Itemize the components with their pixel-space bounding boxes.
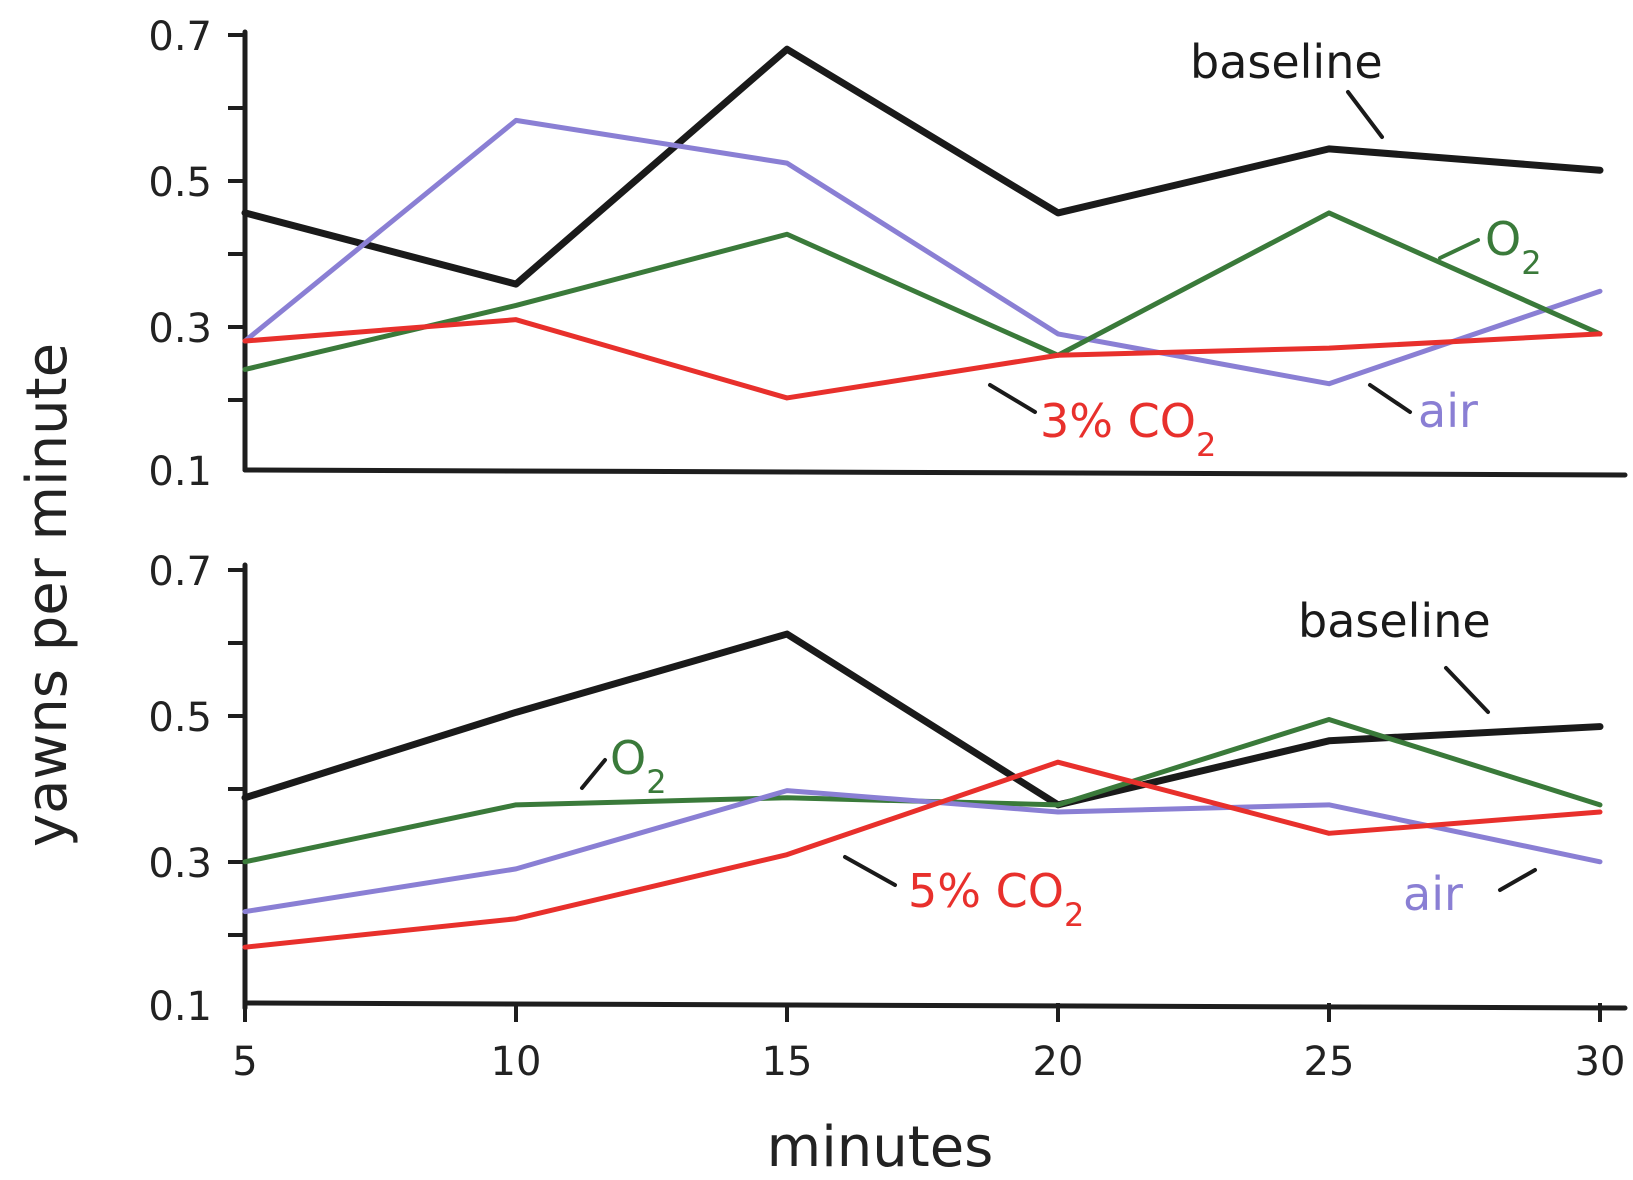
bottom-y-tick-label: 0.5 xyxy=(148,695,212,741)
top-y-tick-label: 0.7 xyxy=(148,14,212,60)
bottom-leader-o2 xyxy=(580,758,607,790)
bottom-x-ticks: 5 10 15 20 25 30 xyxy=(232,1003,1625,1085)
bottom-leader-co2 xyxy=(843,855,897,887)
bottom-series-line-air xyxy=(242,788,1603,915)
x-tick-label: 20 xyxy=(1033,1039,1084,1085)
top-label-air: air xyxy=(1418,384,1478,438)
top-y-ticks: 0.7 0.5 0.3 0.1 xyxy=(148,14,245,495)
top-series-line-o2 xyxy=(242,210,1603,372)
bottom-y-tick-label: 0.3 xyxy=(148,841,212,887)
top-label-o2: O2 xyxy=(1485,212,1542,282)
bottom-series-line-o2 xyxy=(242,716,1603,865)
bottom-y-tick-label: 0.7 xyxy=(148,549,212,595)
bottom-series-group xyxy=(241,630,1604,950)
x-tick-label: 30 xyxy=(1575,1039,1626,1085)
bottom-label-co2: 5% CO2 xyxy=(908,864,1084,934)
bottom-y-tick-label: 0.1 xyxy=(148,984,212,1030)
bottom-label-baseline: baseline xyxy=(1298,594,1491,648)
top-series-line-baseline xyxy=(241,45,1604,288)
top-series-group xyxy=(241,45,1604,401)
top-y-tick-label: 0.3 xyxy=(148,306,212,352)
y-axis-title: yawns per minute xyxy=(15,343,80,847)
top-panel: 0.7 0.5 0.3 0.1 baseline O2 3% CO2 air xyxy=(148,14,1628,495)
top-label-baseline: baseline xyxy=(1190,35,1383,89)
top-series-line-3pct-co2 xyxy=(242,317,1603,401)
bottom-label-o2: O2 xyxy=(610,731,667,801)
top-leader-air xyxy=(1368,383,1412,414)
x-tick-label: 15 xyxy=(762,1039,813,1085)
top-y-tick-label: 0.1 xyxy=(148,449,212,495)
bottom-x-axis xyxy=(242,1000,1628,1011)
top-y-tick-label: 0.5 xyxy=(148,160,212,206)
x-axis-title: minutes xyxy=(767,1115,994,1180)
bottom-series-line-5pct-co2 xyxy=(242,759,1603,950)
bottom-leader-air xyxy=(1498,868,1537,892)
x-tick-label: 10 xyxy=(491,1039,542,1085)
bottom-panel: 0.7 0.5 0.3 0.1 5 10 15 20 25 30 baseline O2 … xyxy=(148,549,1628,1180)
top-leader-co2 xyxy=(988,383,1037,414)
bottom-y-ticks: 0.7 0.5 0.3 0.1 xyxy=(148,549,245,1030)
x-tick-label: 25 xyxy=(1304,1039,1355,1085)
x-tick-label: 5 xyxy=(232,1039,257,1085)
top-leader-o2 xyxy=(1438,238,1480,260)
top-x-axis xyxy=(242,467,1628,478)
bottom-leader-baseline xyxy=(1444,666,1490,714)
top-series-line-air xyxy=(242,117,1603,387)
bottom-series-line-baseline xyxy=(241,630,1604,809)
bottom-label-air: air xyxy=(1403,867,1463,921)
top-leader-baseline xyxy=(1346,90,1384,139)
top-label-co2: 3% CO2 xyxy=(1040,394,1216,464)
